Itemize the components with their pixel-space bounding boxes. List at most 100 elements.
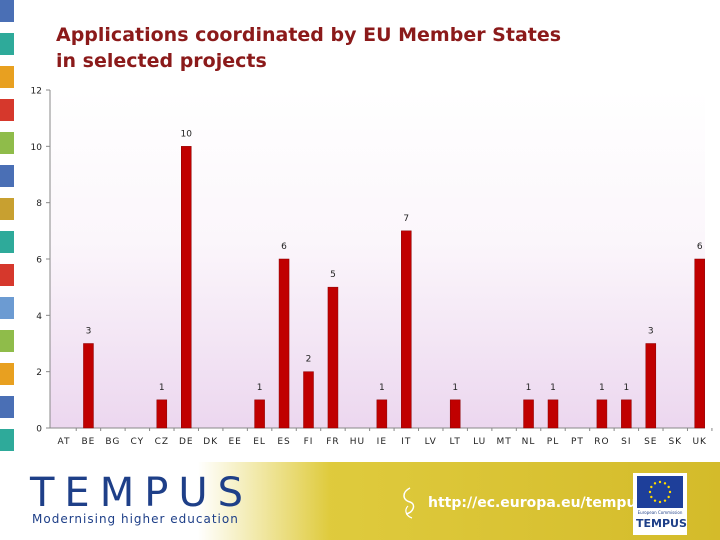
- bar: [547, 399, 559, 429]
- bar-chart: 0 2 4 6 8 10 12 AT BE 3 BG CY CZ 1 DE 10 DK EE EL 1 ES 6 FI 2 FR…: [31, 87, 713, 447]
- data-label: 5: [330, 270, 336, 280]
- data-label: 7: [403, 214, 409, 224]
- bar: [694, 258, 705, 429]
- chart-title: Applications coordinated by EU Member St…: [56, 22, 656, 74]
- data-label: 1: [159, 383, 165, 393]
- eu-star-icon: [650, 495, 653, 499]
- bar: [181, 146, 192, 429]
- color-block: [0, 132, 14, 154]
- eu-flag-icon: [637, 476, 683, 508]
- bar: [523, 399, 534, 429]
- data-label: 1: [599, 383, 605, 393]
- x-tick-label: PT: [571, 437, 584, 447]
- data-label: 1: [550, 383, 556, 393]
- bar: [596, 399, 608, 429]
- color-block: [0, 330, 14, 352]
- x-tick-label: SK: [668, 437, 682, 447]
- x-tick-label: PL: [547, 437, 559, 447]
- eu-star-icon: [653, 499, 657, 502]
- x-tick-label: CZ: [155, 437, 169, 447]
- x-tick-label: IT: [401, 437, 411, 447]
- x-tick-label: RO: [594, 437, 609, 447]
- bar: [621, 399, 632, 429]
- color-block: [0, 0, 14, 22]
- eu-star-icon: [667, 495, 670, 499]
- color-block: [0, 99, 14, 121]
- bar: [156, 399, 168, 429]
- x-tick-label: AT: [58, 437, 71, 447]
- data-label: 1: [623, 383, 629, 393]
- x-tick-label: FR: [326, 437, 339, 447]
- color-block: [0, 297, 14, 319]
- plot-area: [50, 90, 705, 428]
- tempus-logo: TEMPUS: [30, 470, 254, 516]
- data-label: 1: [379, 383, 385, 393]
- eu-logo: European Commission TEMPUS: [633, 473, 687, 535]
- decorative-color-strip: [0, 0, 14, 462]
- data-label: 3: [648, 327, 654, 337]
- y-tick-label: 10: [31, 143, 43, 153]
- color-block: [0, 429, 14, 451]
- data-label: 2: [306, 355, 312, 365]
- bar: [254, 399, 265, 429]
- tempus-tagline: Modernising higher education: [32, 512, 239, 526]
- x-tick-label: MT: [496, 437, 511, 447]
- y-tick-label: 6: [36, 256, 42, 266]
- eu-star-icon: [667, 485, 670, 489]
- bar: [645, 343, 657, 429]
- bar: [83, 343, 94, 429]
- x-tick-label: SI: [621, 437, 631, 447]
- chart-title-line-1: Applications coordinated by EU Member St…: [56, 24, 562, 46]
- footer-url-link[interactable]: http://ec.europa.eu/tempus: [428, 495, 645, 511]
- eu-star-icon: [650, 485, 653, 489]
- bar: [327, 286, 339, 429]
- x-tick-label: EE: [228, 437, 241, 447]
- y-tick-label: 12: [31, 87, 42, 97]
- x-tick-label: BG: [105, 437, 120, 447]
- x-tick-label: LV: [425, 437, 437, 447]
- x-tick-label: LU: [473, 437, 486, 447]
- x-tick-label: EL: [253, 437, 266, 447]
- x-tick-label: CY: [131, 437, 145, 447]
- color-block: [0, 33, 14, 55]
- data-label: 6: [697, 242, 703, 252]
- data-label: 1: [257, 383, 263, 393]
- eu-tempus-label: TEMPUS: [636, 517, 687, 530]
- color-block: [0, 396, 14, 418]
- eu-star-icon: [668, 490, 672, 494]
- color-block: [0, 165, 14, 187]
- x-tick-label: BE: [82, 437, 96, 447]
- data-label: 1: [452, 383, 458, 393]
- x-tick-label: HU: [350, 437, 365, 447]
- eu-star-icon: [658, 500, 662, 504]
- eu-star-icon: [648, 490, 652, 494]
- data-label: 1: [526, 383, 532, 393]
- bar: [303, 371, 314, 429]
- data-label: 10: [181, 129, 193, 139]
- bar: [278, 258, 290, 429]
- y-tick-label: 4: [36, 312, 42, 322]
- bar: [376, 399, 388, 429]
- color-block: [0, 363, 14, 385]
- data-label: 6: [281, 242, 287, 252]
- x-tick-label: SE: [644, 437, 657, 447]
- y-tick-label: 8: [36, 199, 42, 209]
- eu-star-icon: [663, 499, 667, 502]
- bar: [449, 399, 461, 429]
- eu-caption: European Commission: [637, 510, 683, 515]
- x-tick-label: DE: [179, 437, 194, 447]
- swirl-icon: [403, 487, 415, 519]
- x-tick-label: IE: [377, 437, 387, 447]
- x-tick-label: UK: [692, 437, 707, 447]
- bar: [401, 230, 412, 429]
- footer-fade: [0, 462, 330, 540]
- y-tick-label: 2: [36, 368, 42, 378]
- data-label: 3: [86, 327, 92, 337]
- color-block: [0, 66, 14, 88]
- eu-star-icon: [663, 482, 667, 485]
- y-tick-label: 0: [36, 425, 42, 435]
- eu-star-icon: [658, 480, 662, 484]
- chart-title-line-2: in selected projects: [56, 50, 267, 72]
- footer-banner: TEMPUS Modernising higher education http…: [0, 462, 720, 540]
- x-tick-label: LT: [450, 437, 461, 447]
